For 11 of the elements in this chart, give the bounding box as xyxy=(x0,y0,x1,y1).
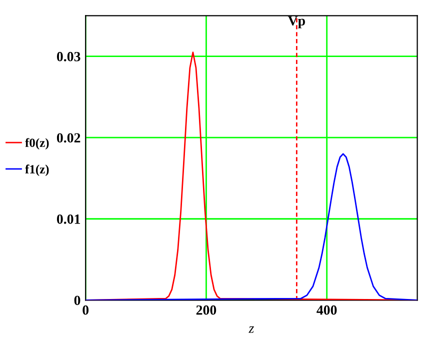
y-tick-label: 0.02 xyxy=(56,133,80,143)
y-tick-label: 0.03 xyxy=(56,52,80,62)
x-tick-label: 400 xyxy=(316,305,337,315)
legend-label: f0(z) xyxy=(25,138,49,150)
x-axis-title: z xyxy=(248,326,254,333)
x-tick-label: 0 xyxy=(82,305,89,315)
legend-label: f1(z) xyxy=(25,164,49,176)
y-tick-label: 0 xyxy=(74,296,80,306)
ref-line-label: Vp xyxy=(288,16,305,28)
x-tick-label: 200 xyxy=(196,305,216,315)
y-tick-label: 0.01 xyxy=(56,214,80,224)
